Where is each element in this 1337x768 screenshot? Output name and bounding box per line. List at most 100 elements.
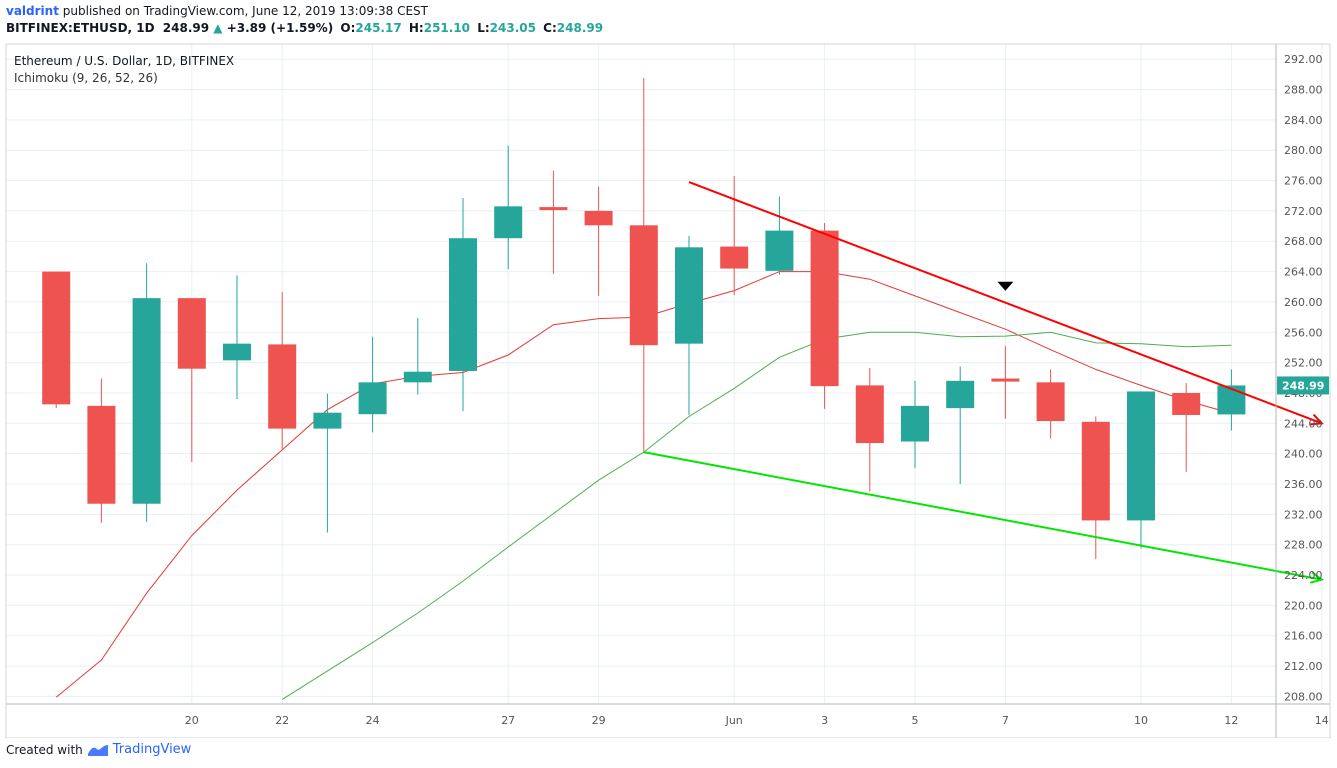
candle-up [494,145,523,270]
price-tick-label: 232.00 [1284,508,1323,521]
candlestick-series [42,78,1246,560]
trendline-upper [688,181,1323,425]
candle-body [268,344,297,429]
publish-text: published on TradingView.com, June 12, 2… [62,4,428,18]
candle-down [629,78,658,452]
candle-body [1172,392,1201,415]
candle-body [629,225,658,346]
candle-up [946,366,975,484]
date-tick-label: 27 [501,714,515,727]
up-arrow-icon: ▲ [213,21,223,35]
close-value: 248.99 [556,21,604,35]
date-tick-label: 5 [912,714,919,727]
chart-legend-title: Ethereum / U.S. Dollar, 1D, BITFINEX [14,54,235,68]
close-label: C: [543,21,557,35]
price-tick-label: 268.00 [1284,235,1323,248]
candle-up [403,317,432,395]
date-tick-label: 20 [185,714,199,727]
candle-down [1172,383,1201,472]
open-label: O: [340,21,356,35]
candle-body [494,206,523,239]
low-value: 243.05 [489,21,536,35]
candle-down [42,271,71,409]
price-tick-label: 224.00 [1284,569,1323,582]
chart-grid [6,44,1323,704]
candle-up [223,275,251,400]
candle-body [358,382,387,415]
candle-up [901,380,929,469]
date-tick-label: 29 [592,714,606,727]
tradingview-logo-icon [87,744,108,756]
date-tick-label: 22 [275,714,289,727]
candle-up [449,198,477,412]
candle-body [1081,421,1110,521]
candle-up [358,336,387,433]
candle-body [675,247,703,344]
candle-up [1217,369,1246,431]
date-tick-label: 14 [1315,714,1329,727]
candle-body [42,271,71,405]
date-tick-label: 12 [1224,714,1238,727]
candle-down [720,176,749,296]
price-tick-label: 208.00 [1284,690,1323,703]
candle-body [87,405,116,504]
last-price-badge-text: 248.99 [1282,379,1324,392]
price-tick-label: 236.00 [1284,478,1323,491]
publisher-username[interactable]: valdrint [6,4,59,18]
created-with-text: Created with [6,742,83,757]
candle-down [810,223,839,409]
price-tick-label: 244.00 [1284,417,1323,430]
drawings [643,181,1325,584]
candle-body [584,210,613,226]
price-tick-label: 288.00 [1284,84,1323,97]
candle-body [765,230,794,271]
high-value: 251.10 [423,21,471,35]
candle-body [539,207,568,211]
candle-down [539,170,568,274]
date-tick-label: 7 [1002,714,1009,727]
last-price-badge-bg [1277,376,1329,395]
candle-up [675,235,703,415]
candle-body [901,405,929,442]
candle-up [313,393,342,533]
indicator-legend[interactable]: Ichimoku (9, 26, 52, 26) [14,71,158,85]
chart-axes: 208.00 212.00 216.00 220.00 224.00 228.00 232.… [5,43,1331,738]
candle-down [177,298,206,462]
price-tick-label: 216.00 [1284,630,1323,643]
candle-up [132,263,161,522]
candle-body [1217,385,1246,415]
candle-body [946,380,975,409]
candle-body [177,298,206,369]
candle-down [991,345,1020,419]
candle-body [1036,382,1065,422]
low-label: L: [477,21,490,35]
price-tick-label: 264.00 [1284,266,1323,279]
price-tick-label: 240.00 [1284,448,1323,461]
trendline-lower [643,451,1322,581]
symbol-ohlc-bar: BITFINEX:ETHUSD, 1D 248.99 ▲ +3.89 (+1.5… [6,21,603,35]
price-tick-label: 284.00 [1284,114,1323,127]
candle-body [720,246,749,269]
chart-frame [5,43,1331,738]
candle-body [403,371,432,383]
candle-body [1127,391,1155,521]
candle-down [87,378,116,523]
price-tick-label: 256.00 [1284,326,1323,339]
price-tick-label: 292.00 [1284,53,1323,66]
candle-body [449,238,477,371]
price-tick-label: 276.00 [1284,175,1323,188]
date-tick-label: Jun [725,714,743,727]
price-tick-label: 252.00 [1284,357,1323,370]
trendline-arrowhead [1309,413,1324,426]
candle-body [810,230,839,387]
publish-info: valdrint published on TradingView.com, J… [6,4,428,18]
date-tick-label: 10 [1134,714,1148,727]
candle-body [313,412,342,429]
date-tick-label: 3 [821,714,828,727]
price-tick-label: 228.00 [1284,539,1323,552]
high-label: H: [408,21,424,35]
base-line [281,331,1232,700]
tradingview-brand[interactable]: TradingView [112,742,192,757]
date-tick-label: 24 [366,714,380,727]
price-chart[interactable]: 208.00 212.00 216.00 220.00 224.00 228.00 232.… [0,40,1337,738]
